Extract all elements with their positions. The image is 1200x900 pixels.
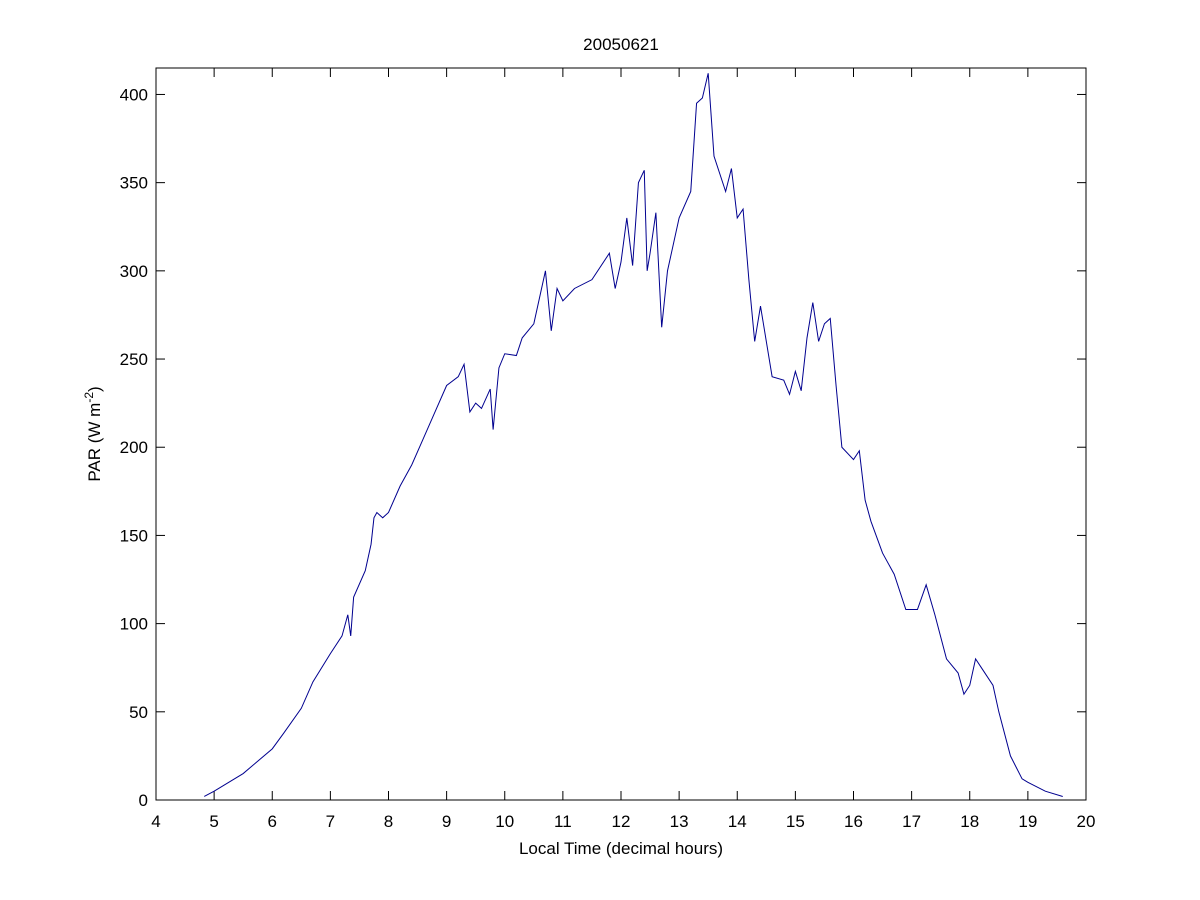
x-tick-label: 19 <box>1018 812 1037 831</box>
x-tick-label: 10 <box>495 812 514 831</box>
y-tick-label: 200 <box>120 438 148 457</box>
y-tick-label: 150 <box>120 526 148 545</box>
y-label-sup: -2 <box>82 392 96 403</box>
y-tick-label: 100 <box>120 615 148 634</box>
data-line <box>204 73 1063 797</box>
y-tick-label: 350 <box>120 174 148 193</box>
chart-title: 20050621 <box>583 35 659 54</box>
x-tick-label: 11 <box>554 812 572 831</box>
x-tick-label: 4 <box>151 812 160 831</box>
y-label-close: ) <box>85 386 104 392</box>
x-tick-label: 17 <box>902 812 921 831</box>
x-tick-label: 12 <box>612 812 631 831</box>
x-tick-label: 9 <box>442 812 451 831</box>
y-tick-label: 50 <box>129 703 148 722</box>
y-label-main: PAR (W m <box>85 403 104 482</box>
x-tick-label: 13 <box>670 812 689 831</box>
y-tick-label: 250 <box>120 350 148 369</box>
x-tick-label: 8 <box>384 812 393 831</box>
x-tick-label: 18 <box>960 812 979 831</box>
x-axis-label: Local Time (decimal hours) <box>519 839 723 858</box>
x-tick-label: 15 <box>786 812 805 831</box>
x-tick-label: 7 <box>326 812 335 831</box>
x-tick-label: 6 <box>268 812 277 831</box>
x-tick-label: 5 <box>209 812 218 831</box>
x-tick-label: 16 <box>844 812 863 831</box>
y-axis-label: PAR (W m-2) <box>82 386 104 481</box>
y-tick-label: 400 <box>120 85 148 104</box>
x-tick-label: 14 <box>728 812 747 831</box>
x-tick-label: 20 <box>1077 812 1096 831</box>
y-tick-label: 0 <box>139 791 148 810</box>
y-tick-label: 300 <box>120 262 148 281</box>
